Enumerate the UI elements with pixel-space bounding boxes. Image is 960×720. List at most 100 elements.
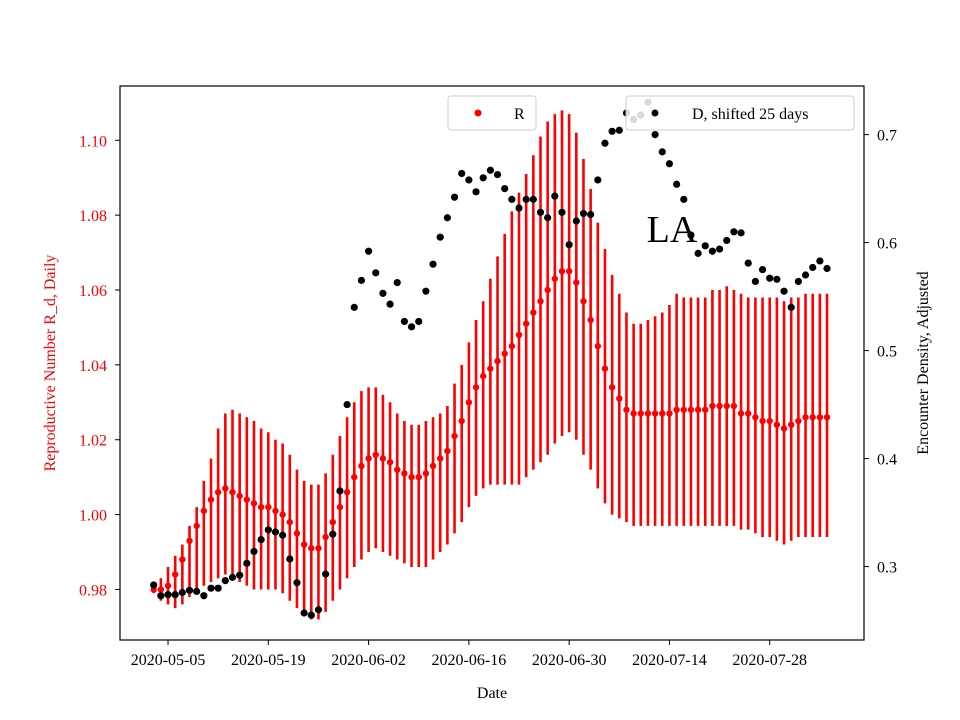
r-point [752,414,759,421]
r-point [214,488,222,496]
r-point [243,496,251,503]
y-left-tick-label: 1.02 [79,433,107,450]
x-tick-label: 2020-06-02 [331,652,406,669]
d-point [221,577,229,585]
r-point [272,507,279,515]
d-point [429,260,437,268]
d-point [801,271,810,279]
d-point [472,188,480,196]
d-point [379,289,387,297]
r-point [479,372,487,380]
d-point [178,588,186,597]
d-point [608,127,616,135]
d-point [164,591,172,599]
r-point [687,406,695,413]
y-right-tick-label: 0.7 [877,128,897,145]
d-point [730,228,738,236]
d-point [787,303,795,311]
r-point [816,414,824,421]
d-point [766,274,774,282]
x-tick-label: 2020-05-19 [231,652,306,669]
r-point [286,518,293,526]
d-point [279,531,287,539]
d-point [529,195,537,203]
d-point [243,559,251,567]
y-right-tick-label: 0.5 [877,344,897,361]
d-point [687,231,695,239]
d-point [501,184,509,193]
y-left-tick-label: 0.98 [79,582,107,599]
r-point [186,537,193,545]
d-point [314,606,323,614]
d-point [150,581,158,589]
r-point [601,365,609,372]
r-point [351,473,358,481]
d-point [615,126,623,134]
d-point [723,236,731,245]
d-point [809,263,817,272]
r-point [487,365,494,372]
r-point [451,432,458,440]
r-point [659,410,666,417]
r-point [788,421,795,428]
d-point [386,300,394,308]
r-point [608,384,616,391]
r-point [616,395,623,402]
r-point [300,541,308,548]
x-tick-label: 2020-07-28 [732,652,807,669]
d-point [443,214,451,222]
r-point [365,455,372,462]
d-point [271,528,280,536]
y-left-tick-label: 1.08 [79,208,107,225]
y-axis-left-label: Reproductive Number R_d, Daily [42,255,59,472]
r-point [308,545,315,552]
r-point [537,298,544,305]
r-point [780,425,788,432]
d-point [816,257,824,265]
d-point [357,276,366,284]
r-point [544,286,551,294]
d-point [572,217,580,225]
d-point [515,204,523,212]
d-point [200,592,208,600]
y-right-tick-label: 0.3 [877,560,897,577]
r-point [666,410,673,417]
x-tick-label: 2020-05-05 [131,652,206,669]
d-point [236,571,244,579]
r-point [236,492,243,500]
d-point [458,169,466,178]
r-point [379,455,387,462]
r-point [157,586,165,593]
x-tick-label: 2020-06-30 [532,652,607,669]
r-point [515,331,523,339]
r-point [802,414,809,421]
d-point [744,259,752,267]
r-point [573,279,580,286]
legend-r-marker [474,109,482,117]
d-point [322,570,330,578]
r-point [171,571,179,578]
r-point [422,470,430,477]
d-point [422,287,430,295]
legend-r-frame [447,95,537,131]
r-point [680,406,687,413]
y-left-tick-label: 1.06 [79,283,107,300]
d-point [250,547,258,556]
d-point [587,210,595,219]
y-axis-right-label: Encounter Density, Adjusted [915,271,932,454]
d-point [407,323,416,331]
d-point [780,287,788,295]
r-point [193,522,200,530]
r-point [673,406,680,413]
r-point [293,530,301,537]
d-point [493,170,502,179]
r-point [501,350,508,357]
r-point [580,298,587,305]
r-point [329,518,336,526]
d-point [558,208,566,216]
r-point [415,473,422,481]
r-point [773,421,781,428]
r-point [179,556,186,563]
r-point [551,275,559,282]
d-point [708,247,717,255]
